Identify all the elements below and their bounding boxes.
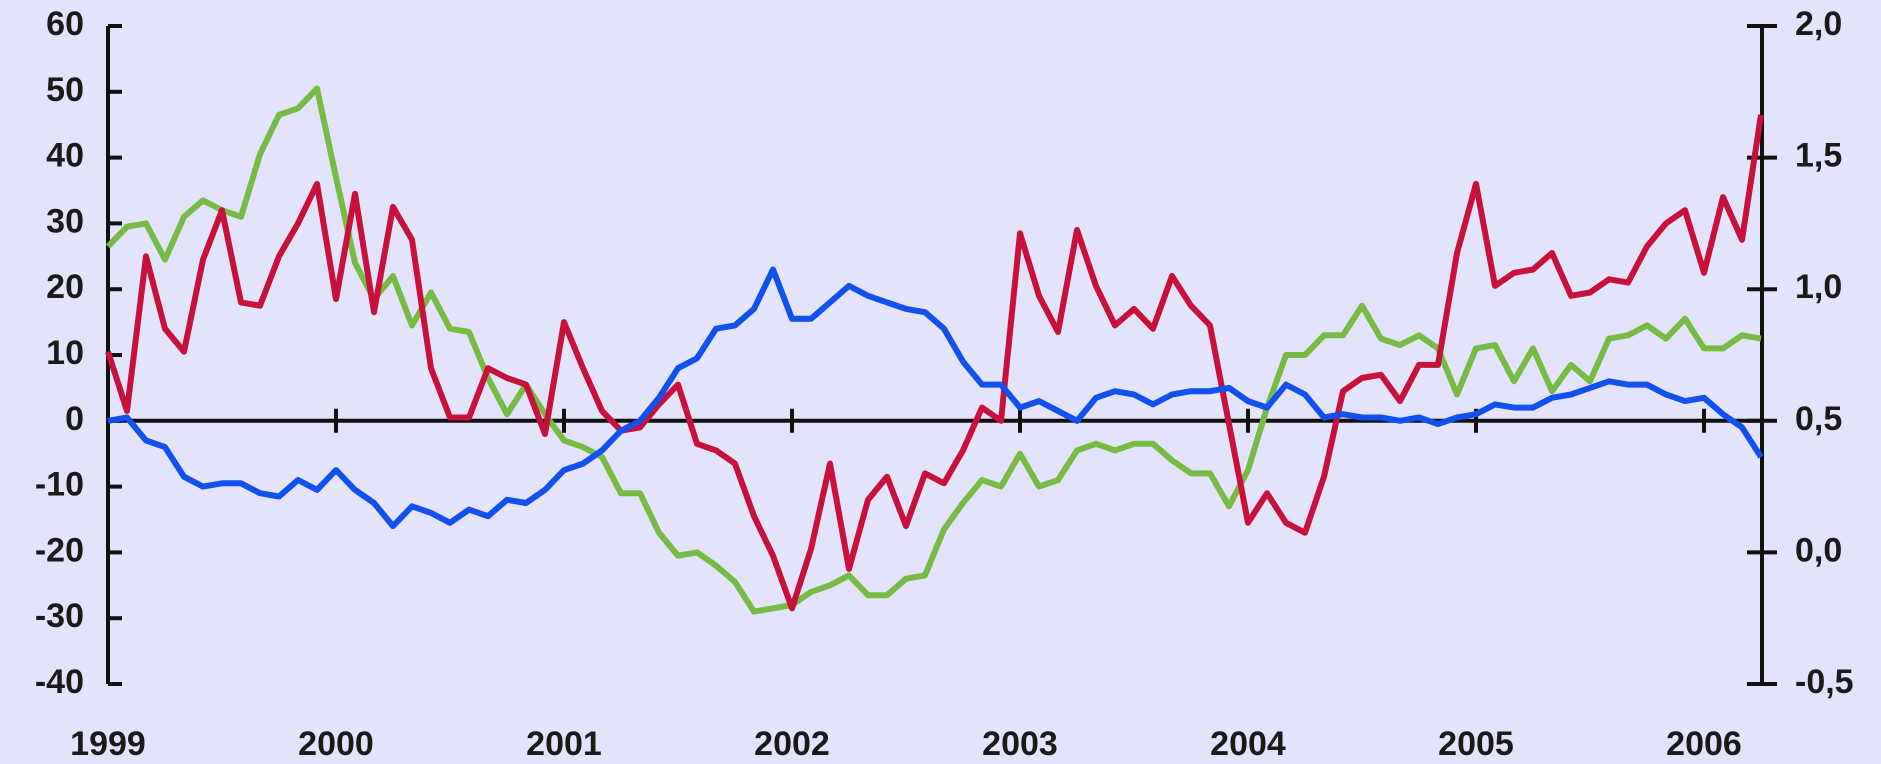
y-tick-label: 0 xyxy=(65,400,84,438)
y-tick-label: -40 xyxy=(35,663,84,701)
series-line xyxy=(107,266,1764,530)
y2-tick-label: 0,5 xyxy=(1795,400,1842,438)
x-tick-label: 2002 xyxy=(754,725,830,763)
x-tick-label: 2006 xyxy=(1666,725,1742,763)
y2-tick-label: 2,0 xyxy=(1795,5,1842,43)
y2-tick-label: -0,5 xyxy=(1795,663,1854,701)
y-tick-label: 60 xyxy=(46,5,84,43)
y-tick-label: 40 xyxy=(46,137,84,175)
y2-tick-label: 0,0 xyxy=(1795,531,1842,569)
x-tick-label: 2001 xyxy=(526,725,602,763)
series-line xyxy=(105,114,1764,612)
y-tick-label: 10 xyxy=(46,334,84,372)
x-tick-label: 2003 xyxy=(982,725,1058,763)
x-tick-label: 2004 xyxy=(1210,725,1286,763)
y-tick-label: -10 xyxy=(35,466,84,504)
y2-tick-label: 1,0 xyxy=(1795,268,1842,306)
y-tick-label: 30 xyxy=(46,202,84,240)
y-tick-label: 50 xyxy=(46,71,84,109)
x-tick-label: 2005 xyxy=(1438,725,1514,763)
x-tick-label: 2000 xyxy=(298,725,374,763)
y-tick-label: -20 xyxy=(35,531,84,569)
x-tick-label: 1999 xyxy=(70,725,146,763)
y2-tick-label: 1,5 xyxy=(1795,137,1842,175)
y-tick-label: -30 xyxy=(35,597,84,635)
series-line xyxy=(105,85,1762,615)
y-tick-label: 20 xyxy=(46,268,84,306)
